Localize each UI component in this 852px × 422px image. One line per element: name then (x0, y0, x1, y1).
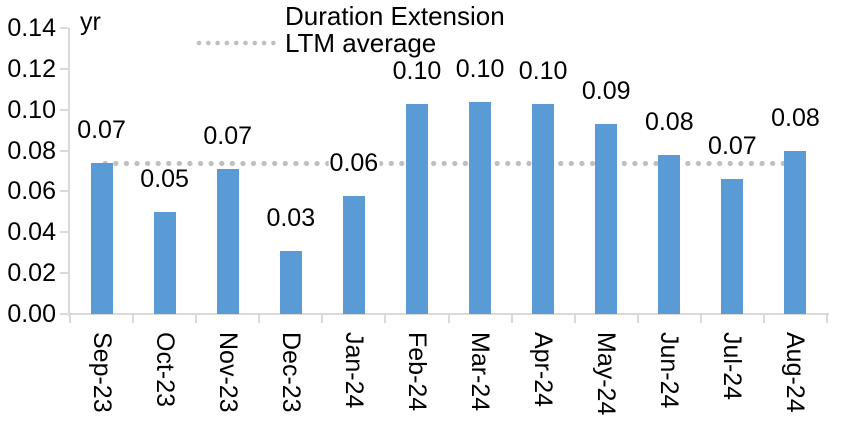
y-axis-tick-label: 0.00 (7, 300, 56, 328)
x-axis-label: Aug-24 (781, 332, 810, 413)
y-axis-tick-label: 0.14 (7, 14, 56, 42)
y-axis-tick (60, 67, 68, 70)
x-axis-label: Nov-23 (213, 332, 242, 413)
bar-value-label: 0.09 (580, 77, 632, 105)
x-axis-label: Jun-24 (655, 332, 684, 409)
y-axis-tick-label: 0.06 (7, 177, 56, 206)
bar-value-label: 0.08 (643, 107, 695, 136)
x-axis-line (68, 313, 829, 315)
y-axis-tick (60, 27, 68, 29)
x-axis-label: May-24 (592, 332, 621, 416)
bar-value-label: 0.08 (770, 103, 821, 132)
bar (405, 103, 428, 314)
y-axis-tick-label: 0.12 (7, 54, 56, 83)
bar (153, 211, 176, 314)
bar-value-label: 0.06 (328, 148, 380, 177)
bar (595, 124, 618, 314)
y-axis-line (68, 28, 70, 316)
x-axis-tick (321, 315, 324, 323)
y-axis-unit-label: yr (80, 8, 101, 36)
legend-label: LTM average (285, 28, 437, 58)
x-axis-label: Feb-24 (402, 332, 431, 412)
bar-value-label: 0.05 (139, 164, 190, 193)
x-axis-label: Mar-24 (466, 332, 495, 412)
bar-value-label: 0.10 (517, 56, 569, 85)
plot-area: 0.07 0.05 0.07 0.03 0.06 0.10 0.10 0.10 0.09 0.08… (60, 27, 829, 323)
x-axis-tick (69, 315, 71, 323)
y-axis-tick (60, 149, 68, 152)
bar (469, 101, 492, 314)
x-axis-tick (447, 315, 450, 323)
bar (216, 168, 239, 314)
bar (721, 179, 744, 314)
bar (784, 150, 807, 314)
x-axis-label: Dec-23 (276, 332, 305, 413)
y-axis-tick (60, 108, 68, 111)
dotted-line-swatch-icon (196, 40, 278, 46)
bar-value-label: 0.07 (202, 121, 254, 150)
x-axis-tick (258, 315, 261, 323)
x-axis-label: Apr-24 (529, 332, 558, 408)
x-axis-label: Jul-24 (718, 332, 747, 401)
bar-value-label: 0.03 (265, 203, 317, 232)
bar (658, 154, 681, 314)
y-axis-tick (60, 231, 68, 234)
x-axis-tick (510, 315, 513, 323)
bar (90, 162, 113, 314)
bar-value-label: 0.10 (454, 54, 506, 83)
y-axis-tick (60, 272, 68, 275)
x-axis-label: Jan-24 (339, 332, 368, 409)
bar-value-label: 0.07 (707, 132, 758, 161)
bar-swatch-icon (196, 10, 278, 24)
x-axis-tick (636, 315, 639, 323)
y-axis-tick-label: 0.10 (7, 95, 56, 124)
x-axis-tick (384, 315, 387, 323)
x-axis-tick (195, 315, 198, 323)
x-axis-label: Sep-23 (87, 332, 116, 413)
y-axis-tick-label: 0.04 (7, 218, 56, 247)
x-axis-tick (573, 315, 576, 323)
ltm-average-line (101, 160, 796, 168)
bar (342, 195, 365, 314)
bar-value-label: 0.07 (76, 115, 127, 144)
y-axis-tick (60, 313, 68, 315)
y-axis-tick-label: 0.02 (7, 259, 56, 288)
x-axis-tick (699, 315, 702, 323)
y-axis-tick-label: 0.08 (7, 136, 56, 165)
y-axis-tick (60, 190, 68, 193)
x-axis-label: Oct-23 (150, 332, 179, 408)
bar-value-label: 0.10 (391, 56, 443, 85)
x-axis-tick (762, 315, 765, 323)
bar (532, 103, 555, 314)
x-axis-tick (826, 315, 828, 323)
bar (279, 250, 302, 314)
legend-label: Duration Extension (285, 1, 505, 31)
x-axis-tick (132, 315, 135, 323)
